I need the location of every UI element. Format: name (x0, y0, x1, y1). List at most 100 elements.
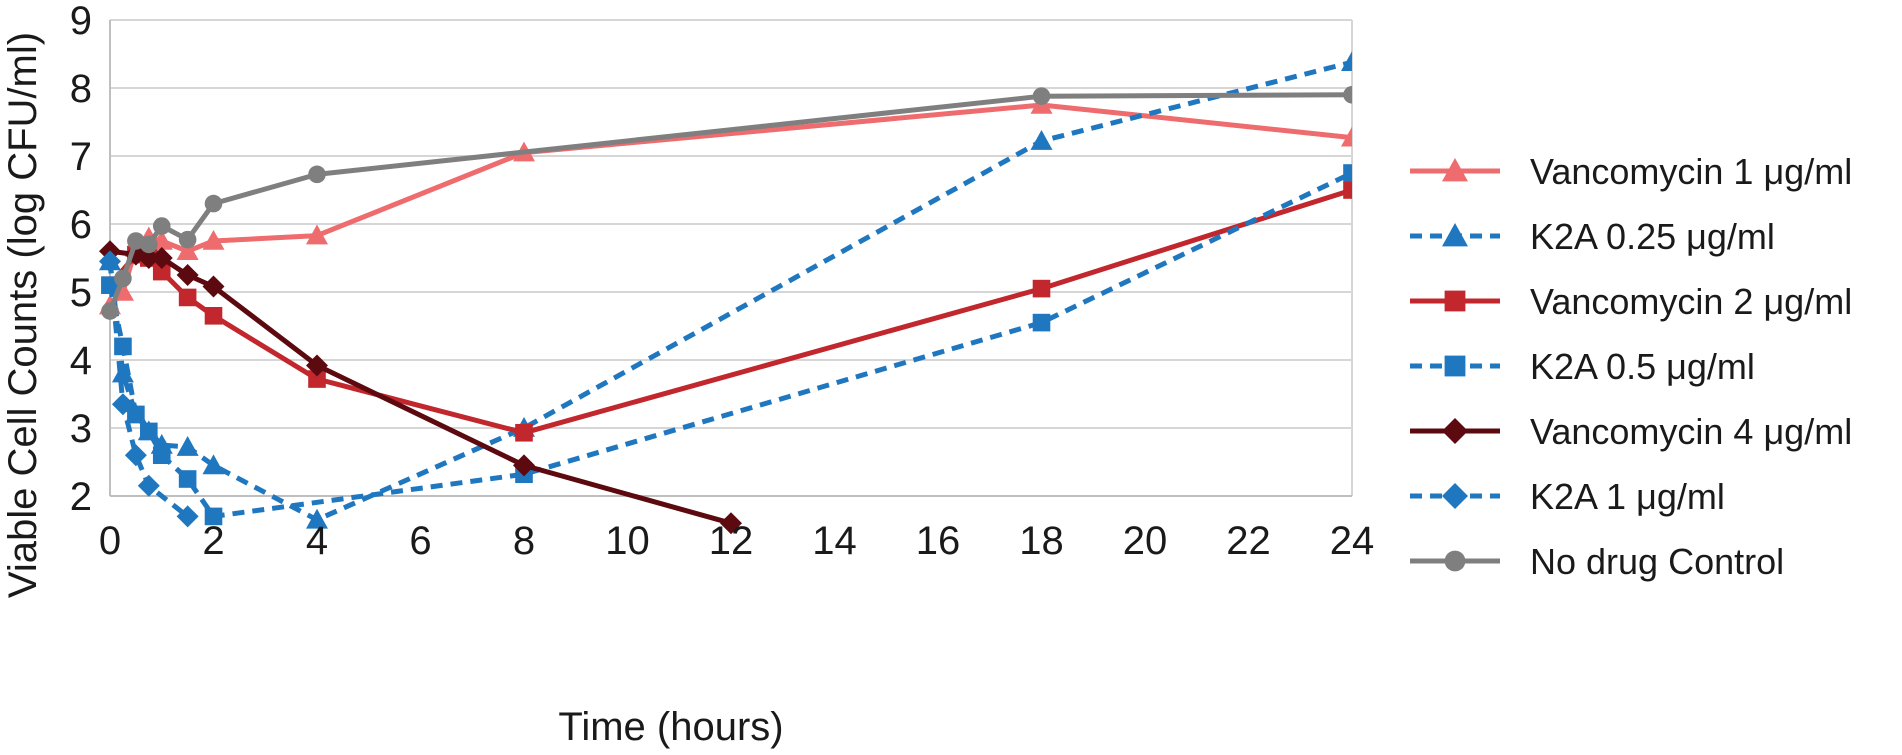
data-point (308, 165, 326, 184)
x-tick-label: 10 (605, 519, 650, 563)
data-point (1343, 164, 1352, 182)
legend-marker (1442, 158, 1468, 182)
series-line (107, 92, 1352, 312)
data-point (204, 307, 223, 325)
data-point (111, 362, 134, 383)
data-point (101, 302, 119, 320)
legend-marker (1442, 223, 1468, 247)
x-tick-label: 4 (306, 519, 328, 563)
y-tick-label: 9 (70, 0, 92, 43)
data-point (306, 224, 328, 245)
legend-item: K2A 0.25 μg/ml (1410, 216, 1775, 257)
x-tick-label: 22 (1226, 519, 1271, 563)
data-point (204, 507, 223, 526)
legend-label: K2A 1 μg/ml (1530, 476, 1725, 517)
series-line (108, 102, 1352, 308)
x-axis-title: Time (hours) (558, 705, 783, 749)
data-point (1341, 51, 1352, 71)
y-axis-title: Viable Cell Counts (log CFU/ml) (1, 32, 45, 598)
legend-label: K2A 0.5 μg/ml (1530, 346, 1755, 387)
data-point (1343, 181, 1352, 199)
data-point (1030, 130, 1053, 150)
data-point (308, 370, 326, 388)
x-tick-label: 24 (1330, 519, 1375, 563)
data-point (176, 436, 199, 456)
legend-label: K2A 0.25 μg/ml (1530, 216, 1775, 257)
legend-marker (1444, 550, 1466, 572)
series-line (107, 261, 190, 519)
data-point (178, 470, 197, 488)
data-point (152, 446, 171, 464)
data-point (178, 230, 197, 249)
legend-item: Vancomycin 1 μg/ml (1410, 151, 1852, 192)
series-line (108, 187, 1352, 436)
data-point (306, 354, 328, 377)
series-group (99, 51, 1352, 535)
series-line (107, 170, 1352, 519)
data-point (114, 269, 132, 288)
data-point (202, 454, 225, 475)
legend-item: Vancomycin 2 μg/ml (1410, 281, 1852, 322)
x-tick-label: 8 (513, 519, 535, 563)
data-point (1341, 126, 1352, 147)
data-point (513, 454, 535, 477)
data-point (152, 217, 171, 235)
legend-item: No drug Control (1410, 541, 1784, 582)
data-point (1032, 87, 1051, 105)
legend-marker (1444, 290, 1466, 312)
data-point (1032, 313, 1051, 332)
data-point (124, 444, 147, 467)
data-point (515, 423, 533, 442)
x-tick-label: 20 (1123, 519, 1168, 563)
data-point (137, 474, 160, 497)
data-point (202, 230, 225, 250)
data-point (137, 247, 160, 269)
data-point (152, 262, 171, 281)
legend-label: Vancomycin 2 μg/ml (1530, 281, 1852, 322)
axes (109, 20, 1352, 497)
legend-label: Vancomycin 1 μg/ml (1530, 151, 1852, 192)
data-point (176, 240, 199, 260)
series-4 (101, 164, 1352, 526)
legend: Vancomycin 1 μg/ml K2A 0.25 μg/ml Vancomyc… (1410, 151, 1852, 582)
x-tick-label: 6 (409, 519, 431, 563)
data-point (1343, 86, 1352, 104)
series-2 (99, 51, 1352, 529)
legend-label: Vancomycin 4 μg/ml (1530, 411, 1852, 452)
x-tick-label: 16 (916, 519, 961, 563)
data-point (111, 393, 134, 416)
y-tick-label: 6 (70, 203, 92, 247)
data-point (127, 405, 145, 424)
gridlines (110, 19, 1353, 497)
data-point (202, 275, 225, 298)
data-point (150, 247, 173, 269)
y-tick-label: 5 (70, 271, 92, 315)
y-tick-label: 4 (70, 339, 92, 383)
legend-marker (1444, 355, 1466, 377)
series-7 (101, 86, 1352, 320)
series-1 (99, 94, 1352, 315)
data-point (1032, 279, 1051, 298)
data-point (140, 235, 158, 254)
x-tick-label: 18 (1019, 519, 1064, 563)
y-tick-label: 8 (70, 67, 92, 111)
series-3 (101, 181, 1352, 442)
y-tick-label: 7 (70, 135, 92, 179)
data-point (176, 264, 199, 286)
legend-item: Vancomycin 4 μg/ml (1410, 411, 1852, 452)
x-tick-label: 2 (202, 519, 224, 563)
data-point (176, 505, 199, 528)
data-point (306, 508, 328, 529)
data-point (140, 422, 158, 441)
legend-label: No drug Control (1530, 541, 1784, 582)
x-tick-label: 14 (812, 519, 857, 563)
legend-marker (1442, 483, 1468, 509)
legend-item: K2A 0.5 μg/ml (1410, 346, 1755, 387)
data-point (204, 194, 223, 213)
legend-item: K2A 1 μg/ml (1410, 476, 1725, 517)
x-tick-label: 12 (709, 519, 754, 563)
data-point (99, 250, 121, 273)
